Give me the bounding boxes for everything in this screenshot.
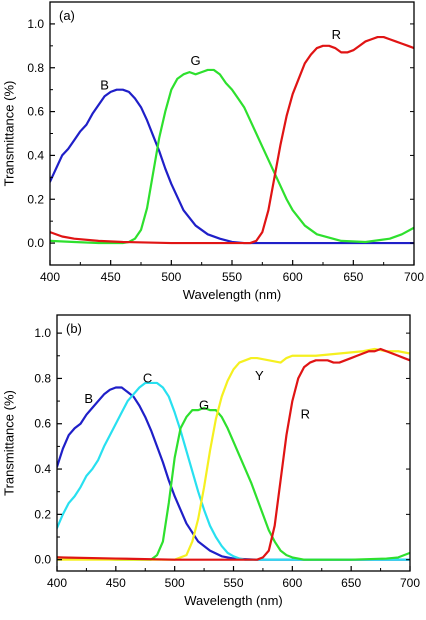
x-tick-label: 550 (223, 576, 243, 590)
series-line-b (50, 88, 414, 245)
y-tick-label: 0.4 (27, 148, 44, 162)
x-tick-label: 650 (343, 270, 363, 284)
x-tick-label: 650 (341, 576, 361, 590)
y-tick-label: 1.0 (27, 17, 44, 31)
y-tick-label: 0.2 (27, 192, 44, 206)
y-axis-title: Transmittance (%) (1, 390, 16, 496)
panel-label: (b) (66, 321, 82, 336)
x-tick-label: 700 (400, 576, 420, 590)
y-tick-label: 0.2 (34, 507, 51, 521)
y-tick-label: 0.0 (34, 553, 51, 567)
series-line-y (57, 347, 410, 561)
y-tick-label: 0.4 (34, 462, 51, 476)
series-line-c (57, 381, 410, 561)
y-axis-title: Transmittance (%) (1, 81, 16, 187)
series-label-r: R (301, 407, 310, 422)
x-tick-label: 550 (222, 270, 242, 284)
series-line-g (50, 68, 414, 245)
series-line-b (57, 386, 410, 561)
y-tick-label: 0.8 (27, 61, 44, 75)
x-tick-label: 450 (106, 576, 126, 590)
series-label-g: G (191, 53, 201, 68)
y-tick-label: 0.0 (27, 236, 44, 250)
series-label-b: B (84, 391, 93, 406)
series-label-c: C (143, 370, 152, 385)
x-tick-label: 450 (101, 270, 121, 284)
x-tick-label: 600 (282, 576, 302, 590)
panel-label: (a) (59, 8, 75, 23)
x-tick-label: 400 (40, 270, 60, 284)
y-tick-label: 0.6 (34, 417, 51, 431)
x-tick-label: 500 (165, 576, 185, 590)
x-axis-title: Wavelength (nm) (184, 593, 283, 608)
series-line-g (57, 406, 410, 561)
series-line-r (57, 347, 410, 561)
series-line-r (50, 35, 414, 245)
y-tick-label: 1.0 (34, 326, 51, 340)
x-tick-label: 600 (283, 270, 303, 284)
series-label-y: Y (255, 368, 264, 383)
series-label-g: G (199, 398, 209, 413)
chart-panel-b: 400 450 500 550 600 650 700 0.0 0.2 0.4 0.6 0.8 1.0 W… (1, 314, 420, 608)
x-tick-label: 500 (161, 270, 181, 284)
y-tick-label: 0.6 (27, 105, 44, 119)
x-tick-label: 700 (404, 270, 424, 284)
x-tick-label: 400 (47, 576, 67, 590)
x-axis-title: Wavelength (nm) (183, 287, 282, 302)
series-label-r: R (332, 27, 341, 42)
series-label-b: B (100, 77, 109, 92)
y-tick-label: 0.8 (34, 371, 51, 385)
plot-frame (49, 1, 415, 266)
chart-panel-a: 400 450 500 550 600 650 700 0.0 0.2 0.4 0.6 0.8 1.0 W… (1, 1, 424, 302)
